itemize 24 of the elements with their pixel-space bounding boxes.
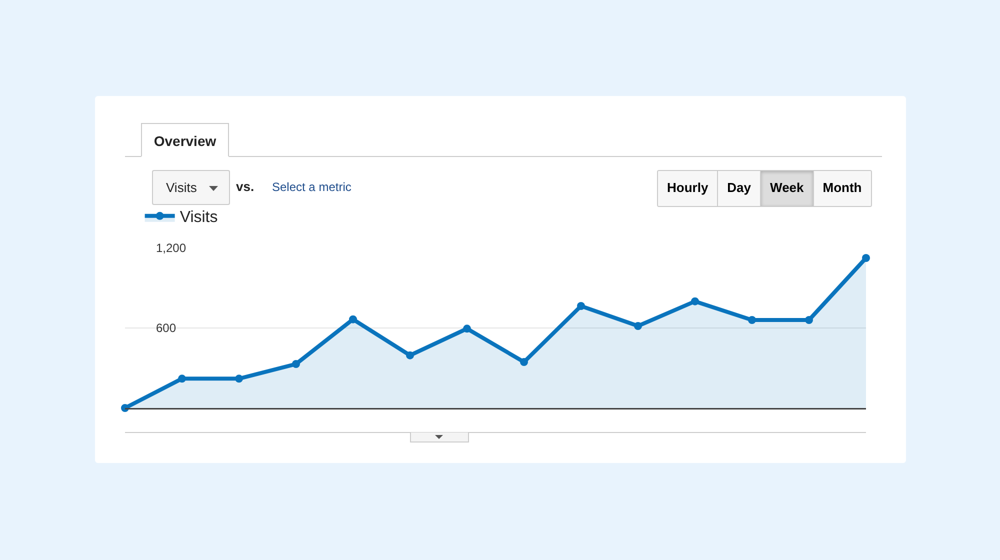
point [748,316,756,324]
text: Day [717,171,760,206]
point [520,358,528,366]
point [349,315,357,324]
point [406,351,414,360]
point [805,316,813,324]
y-tick-label: 1,200 [156,241,186,256]
text: Month [812,171,871,206]
text: Select a metric [272,180,352,194]
point [862,254,870,262]
text: Week [760,171,813,206]
point [292,360,300,368]
point [634,322,642,330]
y-tick-label: 600 [156,321,176,336]
legend-label: Visits [180,209,218,226]
point [178,374,186,383]
point [463,324,471,333]
point [577,302,585,310]
text: Hourly [658,171,718,206]
text: Visits [152,170,230,205]
point [235,374,243,383]
point [691,297,699,306]
text: vs. [236,179,254,194]
text: Overview [141,123,229,157]
